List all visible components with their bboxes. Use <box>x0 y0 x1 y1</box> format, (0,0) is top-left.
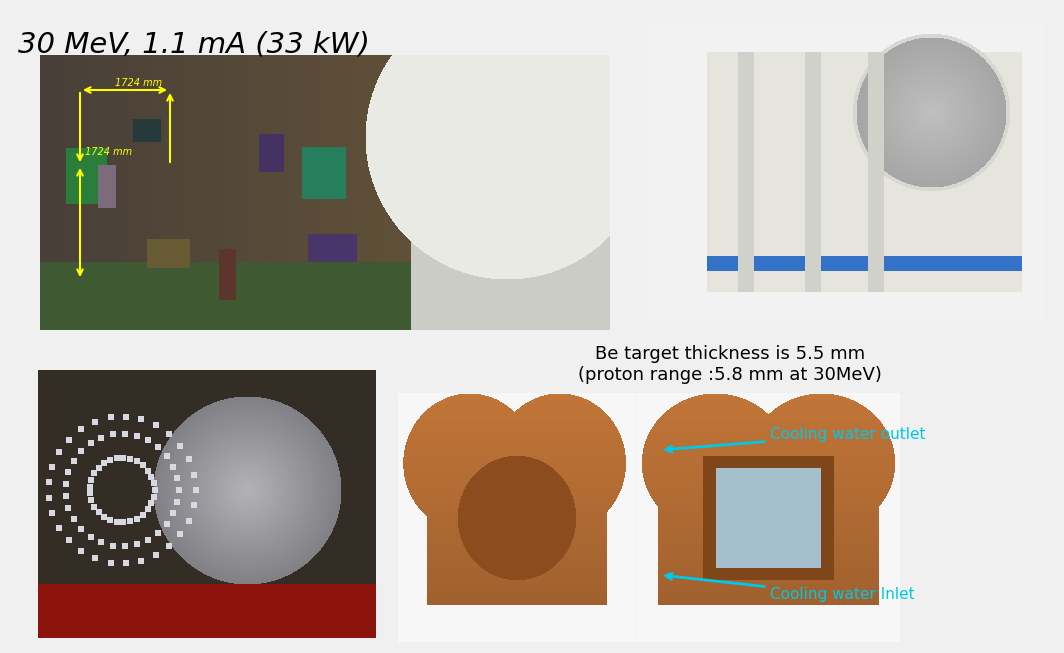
Text: Cooling water Inlet: Cooling water Inlet <box>666 573 915 603</box>
Text: 1724 mm: 1724 mm <box>115 78 162 88</box>
Text: Cooling water outlet: Cooling water outlet <box>666 428 926 452</box>
Text: 1724 mm: 1724 mm <box>85 147 132 157</box>
Text: 30 MeV, 1.1 mA (33 kW): 30 MeV, 1.1 mA (33 kW) <box>18 30 370 58</box>
Text: Be target thickness is 5.5 mm
(proton range :5.8 mm at 30MeV): Be target thickness is 5.5 mm (proton ra… <box>578 345 882 384</box>
